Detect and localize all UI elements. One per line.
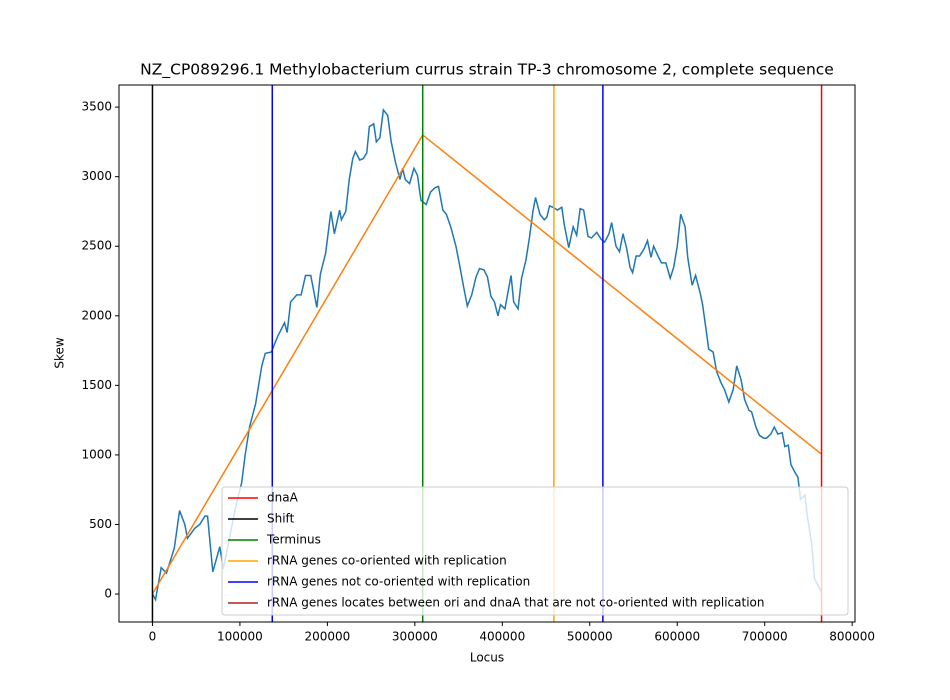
x-tick-label: 300000	[392, 630, 438, 644]
legend-label: dnaA	[267, 491, 299, 505]
y-tick-label: 0	[104, 587, 112, 601]
plot-frame	[118, 84, 856, 623]
x-tick-label: 600000	[654, 630, 700, 644]
x-tick-label: 100000	[217, 630, 263, 644]
legend-label: Shift	[267, 512, 295, 526]
x-tick-label: 700000	[742, 630, 788, 644]
chart-title: NZ_CP089296.1 Methylobacterium currus st…	[140, 61, 834, 80]
x-tick-label: 400000	[479, 630, 525, 644]
y-tick-label: 1000	[81, 447, 112, 461]
y-tick-label: 500	[89, 517, 112, 531]
y-tick-label: 1500	[81, 378, 112, 392]
y-tick-label: 3000	[81, 169, 112, 183]
legend-label: rRNA genes locates between ori and dnaA …	[267, 596, 764, 610]
x-tick-label: 200000	[304, 630, 350, 644]
x-axis-label: Locus	[470, 651, 504, 665]
y-tick-label: 3500	[81, 100, 112, 114]
x-tick-label: 500000	[567, 630, 613, 644]
x-tick-label: 800000	[829, 630, 875, 644]
legend-label: Terminus	[266, 533, 321, 547]
series-line	[151, 108, 823, 602]
legend-label: rRNA genes not co-oriented with replicat…	[267, 575, 530, 589]
y-axis-label: Skew	[53, 337, 67, 369]
legend-label: rRNA genes co-oriented with replication	[267, 554, 507, 568]
y-tick-label: 2500	[81, 239, 112, 253]
y-tick-label: 2000	[81, 308, 112, 322]
legend-box	[221, 486, 849, 616]
x-tick-label: 0	[149, 630, 157, 644]
